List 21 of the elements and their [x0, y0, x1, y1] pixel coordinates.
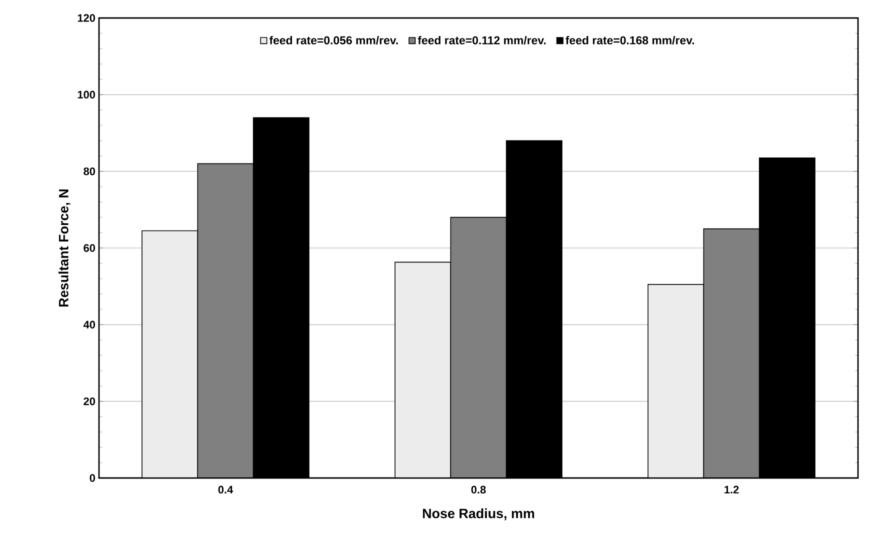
- bar: [394, 262, 452, 478]
- legend-label: feed rate=0.056 mm/rev.: [269, 36, 398, 45]
- x-tick-label: 1.2: [724, 486, 739, 494]
- y-tick-label: 60: [84, 244, 96, 252]
- y-tick-label: 0: [90, 474, 96, 482]
- y-tick-label: 100: [78, 90, 96, 99]
- x-tick-label: 0.4: [218, 486, 234, 494]
- legend-label: feed rate=0.168 mm/rev.: [566, 36, 694, 45]
- bar: [142, 230, 198, 478]
- y-tick-label: 40: [83, 320, 96, 329]
- y-axis-title: Resultant Force, N: [58, 189, 70, 307]
- y-tick-label: 20: [84, 397, 96, 406]
- bar: [450, 216, 507, 478]
- bar: [703, 228, 760, 478]
- legend-label: feed rate=0.112 mm/rev.: [418, 36, 546, 45]
- y-tick-label: 120: [78, 14, 96, 22]
- bar: [197, 163, 254, 478]
- x-tick-label: 0.8: [471, 486, 486, 494]
- y-tick-label: 80: [84, 167, 96, 176]
- bar: [648, 284, 704, 478]
- x-axis-title: Nose Radius, mm: [422, 508, 534, 520]
